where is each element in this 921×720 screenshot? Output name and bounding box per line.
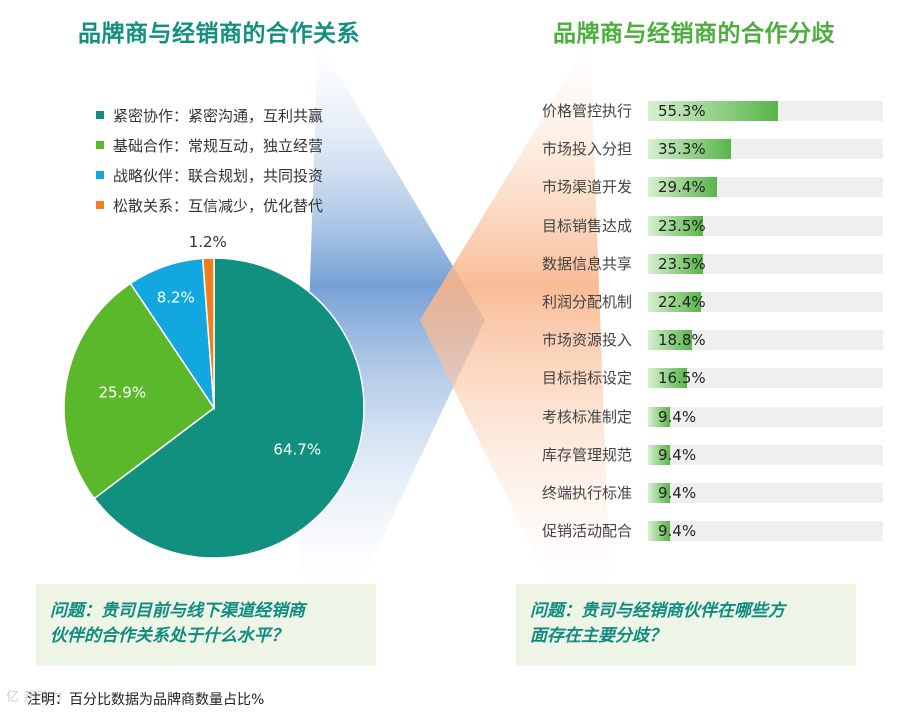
bar-track: 18.8% xyxy=(648,330,883,351)
bar-value-label: 23.5% xyxy=(658,254,706,273)
bar-category-label: 目标销售达成 xyxy=(541,216,632,235)
bar-value-label: 9.4% xyxy=(658,407,697,426)
bar-category-label: 利润分配机制 xyxy=(541,293,632,311)
pie-slice-4 xyxy=(201,257,215,409)
bar xyxy=(648,521,671,542)
bar-value-label: 23.5% xyxy=(658,216,706,235)
bar-category-label: 市场投入分担 xyxy=(541,140,632,159)
bar-category-label: 市场资源投入 xyxy=(541,331,632,350)
bar-category-label: 市场渠道开发 xyxy=(541,178,632,197)
bar xyxy=(648,101,778,121)
legend-label: 基础合作：常规互动，独立经营 xyxy=(113,136,324,155)
bar xyxy=(648,444,671,465)
pie-data-label: 1.2% xyxy=(189,233,227,251)
bar-category-label: 考核标准制定 xyxy=(541,407,632,426)
bar-category-label: 数据信息共享 xyxy=(541,254,632,273)
legend-swatch xyxy=(96,201,104,209)
legend-item: 松散关系：互信减少，优化替代 xyxy=(96,190,323,220)
bar-row: 考核标准制定 9.4% xyxy=(500,405,890,429)
bar-value-label: 35.3% xyxy=(658,140,706,159)
bar-row: 价格管控执行 55.3% xyxy=(500,99,890,123)
bar-track: 22.4% xyxy=(648,292,883,312)
bar-value-label: 9.4% xyxy=(658,522,697,541)
bar-category-label: 目标指标设定 xyxy=(541,369,632,388)
bar-row: 市场渠道开发 29.4% xyxy=(500,175,890,199)
legend-item: 战略伙伴：联合规划，共同投资 xyxy=(96,160,323,190)
bar xyxy=(648,368,687,389)
bar-row: 目标销售达成 23.5% xyxy=(500,214,890,238)
pie-slice-2 xyxy=(63,282,216,500)
left-panel-title: 品牌商与经销商的合作关系 xyxy=(78,21,360,47)
bar-track: 23.5% xyxy=(648,253,883,274)
right-question-line: 问题：贵司与经销商伙伴在哪些方 xyxy=(530,601,785,621)
bar-track: 55.3% xyxy=(648,101,883,121)
right-question-box: 问题：贵司与经销商伙伴在哪些方 面存在主要分歧？ xyxy=(516,584,856,666)
bar-row: 目标指标设定 16.5% xyxy=(500,366,890,390)
right-question-line: 面存在主要分歧？ xyxy=(530,626,666,646)
bar-row: 市场资源投入 18.8% xyxy=(500,328,890,352)
footnote: 注明：百分比数据为品牌商数量占比% xyxy=(27,692,265,708)
legend-swatch xyxy=(96,171,104,179)
bar-track: 23.5% xyxy=(648,215,883,236)
pie-data-label: 64.7% xyxy=(273,440,321,458)
bar-row: 终端执行标准 9.4% xyxy=(500,481,890,505)
bar-track: 9.4% xyxy=(648,483,883,503)
bar-track: 29.4% xyxy=(648,177,883,198)
bar-track: 16.5% xyxy=(648,368,883,389)
bar xyxy=(648,139,731,160)
right-panel-title: 品牌商与经销商的合作分歧 xyxy=(553,21,835,47)
bar-value-label: 22.4% xyxy=(658,293,706,311)
orange-wedge xyxy=(420,40,610,585)
bar-category-label: 终端执行标准 xyxy=(541,484,632,502)
bar-row: 库存管理规范 9.4% xyxy=(500,443,890,467)
bar-value-label: 9.4% xyxy=(658,445,697,464)
legend-swatch xyxy=(96,111,104,119)
legend-label: 战略伙伴：联合规划，共同投资 xyxy=(113,166,324,185)
legend-item: 基础合作：常规互动，独立经营 xyxy=(96,130,323,160)
bar xyxy=(648,177,718,198)
pie-data-label: 25.9% xyxy=(98,384,146,402)
bar-value-label: 29.4% xyxy=(658,178,706,197)
bar-row: 利润分配机制 22.4% xyxy=(500,290,890,314)
bar-row: 促销活动配合 9.4% xyxy=(500,519,890,543)
bar-track: 9.4% xyxy=(648,444,883,465)
bar-row: 市场投入分担 35.3% xyxy=(500,137,890,161)
left-question-line: 伙伴的合作关系处于什么水平？ xyxy=(50,626,288,646)
bar xyxy=(648,292,701,312)
bar xyxy=(648,253,704,274)
bar-category-label: 价格管控执行 xyxy=(541,102,632,120)
bar xyxy=(648,406,671,427)
pie-slice-1 xyxy=(93,257,365,559)
bar-category-label: 促销活动配合 xyxy=(541,522,632,541)
bar-row: 数据信息共享 23.5% xyxy=(500,252,890,276)
bar-track: 9.4% xyxy=(648,521,883,542)
legend-label: 松散关系：互信减少，优化替代 xyxy=(113,196,324,215)
bar xyxy=(648,330,693,351)
legend-swatch xyxy=(96,141,104,149)
bar-value-label: 18.8% xyxy=(658,331,706,350)
pie-legend: 紧密协作：紧密沟通，互利共赢 基础合作：常规互动，独立经营 战略伙伴：联合规划，… xyxy=(96,100,323,220)
bar-value-label: 9.4% xyxy=(658,484,697,502)
bar xyxy=(648,483,671,503)
legend-label: 紧密协作：紧密沟通，互利共赢 xyxy=(113,106,324,125)
corner-watermark: 亿 邦动力 xyxy=(6,690,63,705)
bar-track: 35.3% xyxy=(648,139,883,160)
bar-value-label: 16.5% xyxy=(658,369,706,388)
bar-value-label: 55.3% xyxy=(658,102,706,120)
left-question-box: 问题：贵司目前与线下渠道经销商 伙伴的合作关系处于什么水平？ xyxy=(36,584,376,666)
bar-category-label: 库存管理规范 xyxy=(541,445,632,464)
pie-data-label: 8.2% xyxy=(157,288,195,306)
bar-track: 9.4% xyxy=(648,406,883,427)
left-question-line: 问题：贵司目前与线下渠道经销商 xyxy=(50,601,305,621)
legend-item: 紧密协作：紧密沟通，互利共赢 xyxy=(96,100,323,130)
bar xyxy=(648,215,704,236)
